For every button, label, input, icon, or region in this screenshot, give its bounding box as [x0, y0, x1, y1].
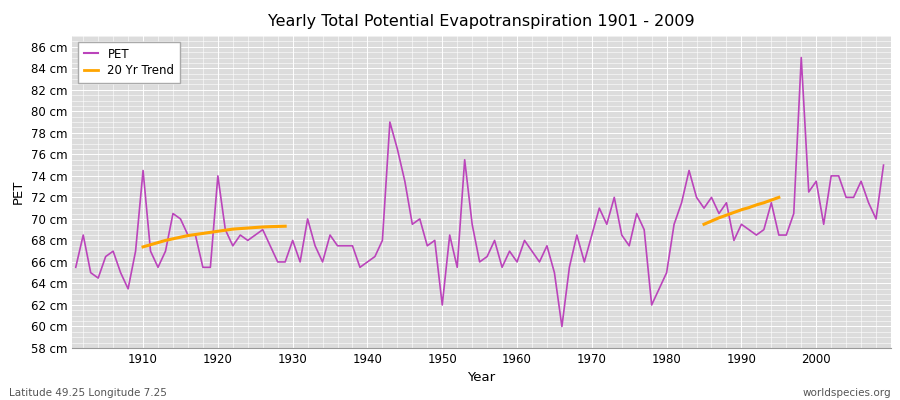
20 Yr Trend: [250, 225, 261, 230]
20 Yr Trend: [265, 224, 275, 229]
20 Yr Trend: [138, 244, 148, 249]
X-axis label: Year: Year: [467, 372, 496, 384]
20 Yr Trend: [273, 224, 284, 229]
20 Yr Trend: [167, 236, 178, 241]
20 Yr Trend: [257, 224, 268, 229]
PET: [294, 260, 305, 264]
20 Yr Trend: [228, 227, 238, 232]
20 Yr Trend: [190, 232, 201, 237]
Y-axis label: PET: PET: [12, 180, 25, 204]
PET: [556, 324, 567, 329]
20 Yr Trend: [280, 224, 291, 229]
20 Yr Trend: [212, 229, 223, 234]
Legend: PET, 20 Yr Trend: PET, 20 Yr Trend: [78, 42, 180, 83]
PET: [130, 249, 141, 254]
PET: [339, 243, 350, 248]
20 Yr Trend: [176, 235, 186, 240]
PET: [609, 195, 620, 200]
20 Yr Trend: [183, 233, 194, 238]
20 Yr Trend: [153, 240, 164, 245]
20 Yr Trend: [235, 226, 246, 231]
Text: Latitude 49.25 Longitude 7.25: Latitude 49.25 Longitude 7.25: [9, 388, 166, 398]
PET: [878, 163, 889, 168]
PET: [504, 249, 515, 254]
20 Yr Trend: [197, 231, 208, 236]
PET: [70, 265, 81, 270]
20 Yr Trend: [160, 238, 171, 243]
PET: [796, 55, 806, 60]
Title: Yearly Total Potential Evapotranspiration 1901 - 2009: Yearly Total Potential Evapotranspiratio…: [268, 14, 695, 29]
Line: 20 Yr Trend: 20 Yr Trend: [143, 226, 285, 247]
Text: worldspecies.org: worldspecies.org: [803, 388, 891, 398]
20 Yr Trend: [205, 230, 216, 235]
20 Yr Trend: [220, 228, 230, 232]
PET: [511, 260, 522, 264]
20 Yr Trend: [145, 242, 156, 247]
Line: PET: PET: [76, 58, 884, 326]
20 Yr Trend: [242, 226, 253, 230]
